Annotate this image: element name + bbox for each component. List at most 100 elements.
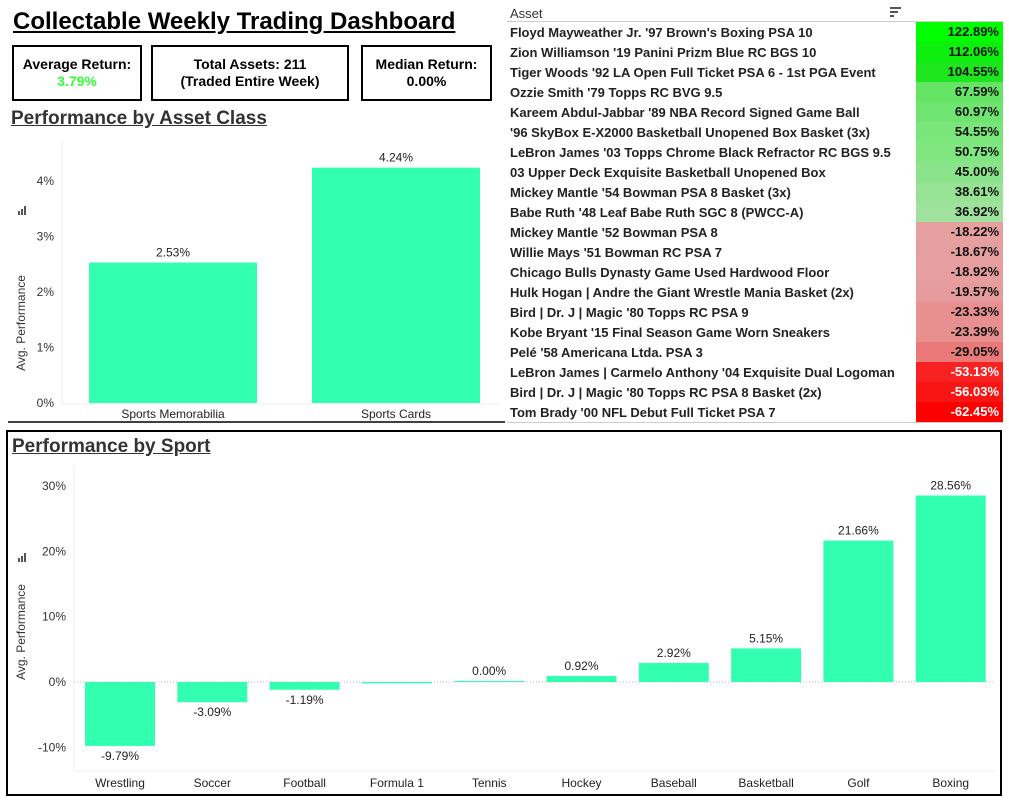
bar-sports-cards xyxy=(312,167,480,403)
table-row[interactable]: Bird | Dr. J | Magic '80 Topps RC PSA 9 -… xyxy=(507,302,1003,322)
average-return-card: Average Return: 3.79% xyxy=(12,45,142,101)
table-row[interactable]: Tiger Woods '92 LA Open Full Ticket PSA … xyxy=(507,62,1003,82)
asset-return: -19.57% xyxy=(916,282,1003,302)
y-tick-label: 20% xyxy=(42,544,66,558)
asset-return: -23.33% xyxy=(916,302,1003,322)
x-tick-label: Baseball xyxy=(651,776,697,790)
x-tick-label: Golf xyxy=(847,776,870,790)
asset-return: 36.92% xyxy=(916,202,1003,222)
asset-name: Hulk Hogan | Andre the Giant Wrestle Man… xyxy=(510,284,854,300)
bar-tennis xyxy=(454,681,525,682)
table-row[interactable]: 03 Upper Deck Exquisite Basketball Unope… xyxy=(507,162,1003,182)
asset-return: -18.67% xyxy=(916,242,1003,262)
bar-boxing xyxy=(915,495,986,682)
asset-return: 54.55% xyxy=(916,122,1003,142)
bar-soccer xyxy=(177,682,248,703)
asset-name: Mickey Mantle '54 Bowman PSA 8 Basket (3… xyxy=(510,184,791,200)
table-row[interactable]: Hulk Hogan | Andre the Giant Wrestle Man… xyxy=(507,282,1003,302)
asset-name: Kareem Abdul-Jabbar '89 NBA Record Signe… xyxy=(510,104,860,120)
sort-descending-icon[interactable] xyxy=(890,7,901,19)
bar-hockey xyxy=(546,675,617,682)
table-header: Asset xyxy=(507,0,1003,22)
table-row[interactable]: LeBron James | Carmelo Anthony '04 Exqui… xyxy=(507,362,1003,382)
table-row[interactable]: Willie Mays '51 Bowman RC PSA 7 -18.67% xyxy=(507,242,1003,262)
data-label: -3.09% xyxy=(193,705,231,719)
bar-formula-1 xyxy=(361,682,432,684)
total-assets-label: Total Assets: 211 xyxy=(193,56,307,72)
table-row[interactable]: Floyd Mayweather Jr. '97 Brown's Boxing … xyxy=(507,22,1003,42)
x-tick-label: Sports Cards xyxy=(361,407,431,421)
median-return-label: Median Return: xyxy=(375,56,478,72)
table-row[interactable]: Kobe Bryant '15 Final Season Game Worn S… xyxy=(507,322,1003,342)
bar-chart-icon xyxy=(18,211,20,215)
table-row[interactable]: Zion Williamson '19 Panini Prizm Blue RC… xyxy=(507,42,1003,62)
table-row[interactable]: Tom Brady '00 NFL Debut Full Ticket PSA … xyxy=(507,402,1003,422)
asset-table: Asset Floyd Mayweather Jr. '97 Brown's B… xyxy=(507,0,1003,423)
y-tick-label: 4% xyxy=(37,174,55,188)
sport-chart-title: Performance by Sport xyxy=(12,436,211,457)
dashboard-title: Collectable Weekly Trading Dashboard xyxy=(13,8,456,35)
table-row[interactable]: Mickey Mantle '52 Bowman PSA 8 -18.22% xyxy=(507,222,1003,242)
total-assets-card: Total Assets: 211 (Traded Entire Week) xyxy=(151,45,349,101)
asset-return: -18.92% xyxy=(916,262,1003,282)
y-tick-label: 30% xyxy=(42,479,66,493)
asset-name: Kobe Bryant '15 Final Season Game Worn S… xyxy=(510,324,831,340)
data-label: 5.15% xyxy=(749,631,783,645)
table-row[interactable]: Bird | Dr. J | Magic '80 Topps RC PSA 8 … xyxy=(507,382,1003,402)
table-row[interactable]: Chicago Bulls Dynasty Game Used Hardwood… xyxy=(507,262,1003,282)
asset-class-chart-title: Performance by Asset Class xyxy=(11,108,267,129)
asset-name: LeBron James '03 Topps Chrome Black Refr… xyxy=(510,144,891,160)
x-tick-label: Soccer xyxy=(194,776,231,790)
asset-return: -29.05% xyxy=(916,342,1003,362)
data-label: -9.79% xyxy=(101,749,139,763)
bar-chart-icon xyxy=(21,209,23,215)
data-label: 2.53% xyxy=(156,246,190,260)
asset-return: -53.13% xyxy=(916,362,1003,382)
median-return-value: 0.00% xyxy=(406,73,447,89)
x-tick-label: Wrestling xyxy=(95,776,145,790)
average-return-value: 3.79% xyxy=(57,73,97,89)
y-axis-title: Avg. Performance xyxy=(14,584,28,680)
asset-name: Mickey Mantle '52 Bowman PSA 8 xyxy=(510,224,718,240)
table-row[interactable]: Pelé '58 Americana Ltda. PSA 3 -29.05% xyxy=(507,342,1003,362)
bar-baseball xyxy=(638,662,709,682)
bar-chart-icon xyxy=(24,553,26,562)
y-tick-label: 2% xyxy=(37,285,55,299)
asset-class-chart: 0% 1% 2% 3% 4% Avg. Performance 2.53% Sports Me… xyxy=(8,140,505,423)
x-tick-label: Football xyxy=(283,776,326,790)
asset-name: Zion Williamson '19 Panini Prizm Blue RC… xyxy=(510,44,817,60)
asset-return: 50.75% xyxy=(916,142,1003,162)
asset-name: Tiger Woods '92 LA Open Full Ticket PSA … xyxy=(510,64,876,80)
asset-name: Tom Brady '00 NFL Debut Full Ticket PSA … xyxy=(510,404,776,420)
table-row[interactable]: Babe Ruth '48 Leaf Babe Ruth SGC 8 (PWCC… xyxy=(507,202,1003,222)
y-tick-label: 0% xyxy=(49,675,67,689)
bar-golf xyxy=(823,540,894,682)
bar-football xyxy=(269,682,340,690)
bar-sports-memorabilia xyxy=(89,262,257,403)
table-row[interactable]: Ozzie Smith '79 Topps RC BVG 9.5 67.59% xyxy=(507,82,1003,102)
asset-return: 122.89% xyxy=(916,22,1003,42)
table-row[interactable]: Mickey Mantle '54 Bowman PSA 8 Basket (3… xyxy=(507,182,1003,202)
asset-return: -62.45% xyxy=(916,402,1003,422)
data-label: 0.00% xyxy=(472,664,506,678)
x-tick-label: Basketball xyxy=(738,776,793,790)
x-tick-label: Formula 1 xyxy=(370,776,424,790)
asset-name: Pelé '58 Americana Ltda. PSA 3 xyxy=(510,344,703,360)
x-tick-label: Hockey xyxy=(561,776,601,790)
x-tick-label: Boxing xyxy=(932,776,969,790)
asset-name: Willie Mays '51 Bowman RC PSA 7 xyxy=(510,244,722,260)
asset-column-header[interactable]: Asset xyxy=(510,6,543,21)
data-label: 4.24% xyxy=(379,151,413,165)
data-label: 28.56% xyxy=(930,479,971,493)
bar-wrestling xyxy=(85,682,155,746)
asset-name: Bird | Dr. J | Magic '80 Topps RC PSA 9 xyxy=(510,304,749,320)
y-tick-label: -10% xyxy=(38,740,66,754)
data-label: 21.66% xyxy=(838,524,879,538)
table-row[interactable]: '96 SkyBox E-X2000 Basketball Unopened B… xyxy=(507,122,1003,142)
asset-return: -23.39% xyxy=(916,322,1003,342)
table-row[interactable]: Kareem Abdul-Jabbar '89 NBA Record Signe… xyxy=(507,102,1003,122)
asset-return: -18.22% xyxy=(916,222,1003,242)
table-row[interactable]: LeBron James '03 Topps Chrome Black Refr… xyxy=(507,142,1003,162)
y-tick-label: 10% xyxy=(42,610,66,624)
median-return-card: Median Return: 0.00% xyxy=(361,45,492,101)
